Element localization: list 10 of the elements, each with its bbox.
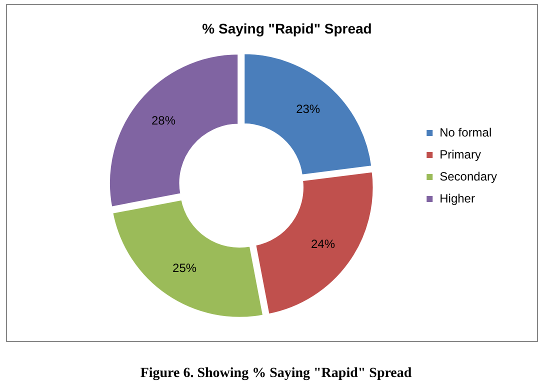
legend-label: Primary	[440, 147, 481, 162]
legend-label: Higher	[440, 191, 475, 206]
legend-label: No formal	[440, 125, 492, 140]
caption: Figure 6. Showing % Saying "Rapid" Spread	[139, 366, 413, 382]
data-label: 24%	[310, 237, 336, 252]
data-label: 25%	[172, 261, 197, 276]
legend-label: Secondary	[440, 169, 498, 184]
data-label: 23%	[296, 102, 320, 116]
data-label: 28%	[152, 113, 176, 128]
chart-title: % Saying "Rapid" Spread	[202, 20, 372, 36]
